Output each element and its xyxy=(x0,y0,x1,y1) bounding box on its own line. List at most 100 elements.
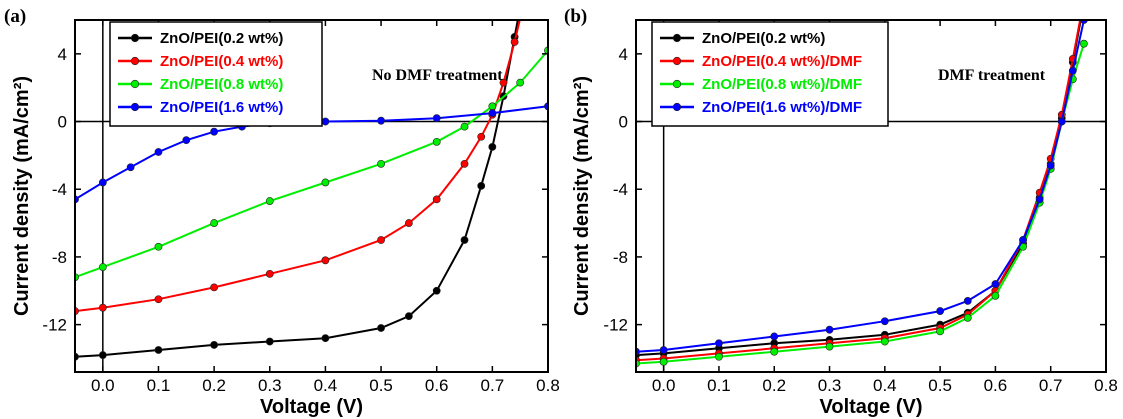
x-tick-label: 0.6 xyxy=(425,376,449,395)
x-tick-label: 0.8 xyxy=(536,376,560,395)
legend-label: ZnO/PEI(0.4 wt%)/DMF xyxy=(702,53,862,70)
data-point xyxy=(210,127,219,136)
x-tick-label: 0.1 xyxy=(147,376,171,395)
y-axis-title: Current density (mA/cm²) xyxy=(11,76,33,316)
data-point xyxy=(1046,161,1055,170)
plot-frame xyxy=(74,19,549,373)
data-point xyxy=(321,334,330,343)
legend-swatch-marker xyxy=(130,79,140,89)
panel-label: (a) xyxy=(4,6,26,27)
data-point xyxy=(659,346,668,354)
data-point xyxy=(488,102,497,111)
x-tick-label: 0.4 xyxy=(873,376,897,395)
y-tick-label: -8 xyxy=(52,248,67,267)
data-point xyxy=(321,256,330,265)
data-point xyxy=(477,181,486,190)
x-axis-title: Voltage (V) xyxy=(260,396,363,418)
data-point xyxy=(510,38,519,46)
data-point xyxy=(770,332,779,341)
data-point xyxy=(377,116,385,125)
panel-b: 0.0 0.1 0.2 0.3 0.4 0.5 0.6 0.7 0.8 4 0 -4 -8 -12 Volt… xyxy=(564,0,1118,418)
data-point xyxy=(377,324,385,332)
data-point xyxy=(1079,39,1088,48)
legend: ZnO/PEI(0.2 wt%) ZnO/PEI(0.4 wt%)/DMF ZnO/… xyxy=(651,21,889,127)
x-tick-label: 0.5 xyxy=(369,376,393,395)
y-tick-label: 4 xyxy=(619,45,628,64)
data-point xyxy=(210,283,219,292)
legend-swatch-marker xyxy=(672,56,682,66)
data-point xyxy=(460,159,469,168)
data-point xyxy=(98,178,107,187)
x-tick-label: 0.2 xyxy=(202,376,226,395)
legend-label: ZnO/PEI(0.2 wt%) xyxy=(160,30,283,47)
x-tick-label: 0.8 xyxy=(1094,376,1118,395)
data-point xyxy=(404,312,413,321)
data-point xyxy=(98,351,107,359)
data-point xyxy=(154,148,163,156)
x-tick-label: 0.3 xyxy=(258,376,282,395)
legend-swatch-marker xyxy=(130,102,140,112)
legend-label: ZnO/PEI(0.2 wt%) xyxy=(702,30,825,47)
treatment-annotation: DMF treatment xyxy=(938,67,1046,84)
data-point xyxy=(963,297,972,305)
data-point xyxy=(377,159,385,168)
data-point xyxy=(98,303,107,312)
data-point xyxy=(377,236,385,244)
legend-label: ZnO/PEI(0.8 wt%) xyxy=(160,76,283,93)
y-tick-label: -8 xyxy=(613,248,628,267)
legend-swatch-marker xyxy=(130,56,140,66)
data-point xyxy=(516,78,525,87)
x-tick-label: 0.6 xyxy=(984,376,1008,395)
data-point xyxy=(1068,66,1077,75)
data-point xyxy=(715,339,723,348)
data-point xyxy=(825,325,834,334)
data-point xyxy=(432,195,441,204)
data-point xyxy=(210,341,219,349)
data-point xyxy=(154,295,163,304)
data-point xyxy=(936,307,945,315)
data-point xyxy=(477,132,486,141)
data-point xyxy=(265,197,274,205)
legend-swatch-marker xyxy=(130,33,140,43)
legend-label: ZnO/PEI(0.4 wt%) xyxy=(160,53,283,70)
x-tick-label: 0.4 xyxy=(314,376,338,395)
x-tick-label: 0.0 xyxy=(91,376,115,395)
y-tick-label: 4 xyxy=(58,45,67,64)
data-point xyxy=(1057,117,1066,126)
panel-label: (b) xyxy=(564,6,587,27)
x-tick-label: 0.7 xyxy=(481,376,505,395)
data-point xyxy=(963,313,972,322)
y-tick-label: -12 xyxy=(603,316,628,335)
x-tick-label: 0.2 xyxy=(762,376,786,395)
data-point xyxy=(991,291,1000,300)
x-tick-label: 0.7 xyxy=(1039,376,1063,395)
x-tick-label: 0.1 xyxy=(707,376,731,395)
x-axis-title: Voltage (V) xyxy=(820,396,923,418)
data-point xyxy=(265,269,274,278)
y-axis-title: Current density (mA/cm²) xyxy=(571,76,593,316)
data-point xyxy=(1035,195,1044,204)
data-point xyxy=(1080,0,1087,7)
data-point xyxy=(488,109,497,117)
x-tick-label: 0.5 xyxy=(928,376,952,395)
treatment-annotation: No DMF treatment xyxy=(372,67,503,84)
legend-box xyxy=(651,21,889,127)
data-point xyxy=(265,337,274,346)
data-point xyxy=(880,317,889,326)
legend-swatch-marker xyxy=(672,79,682,89)
legend: ZnO/PEI(0.2 wt%) ZnO/PEI(0.4 wt%) ZnO/PEI(… xyxy=(109,21,323,127)
y-tick-label: 0 xyxy=(619,113,628,132)
y-tick-label: -4 xyxy=(613,180,628,199)
data-point xyxy=(432,286,441,295)
legend-label: ZnO/PEI(1.6 wt%) xyxy=(160,99,283,116)
data-point xyxy=(499,78,508,87)
data-point xyxy=(770,347,779,356)
data-point xyxy=(98,263,107,271)
y-tick-label: -4 xyxy=(52,180,67,199)
plot-frame xyxy=(635,19,1107,373)
series-group xyxy=(636,0,1088,368)
data-point xyxy=(321,178,330,187)
data-point xyxy=(825,342,834,351)
data-point xyxy=(659,357,668,366)
data-point xyxy=(488,143,497,151)
